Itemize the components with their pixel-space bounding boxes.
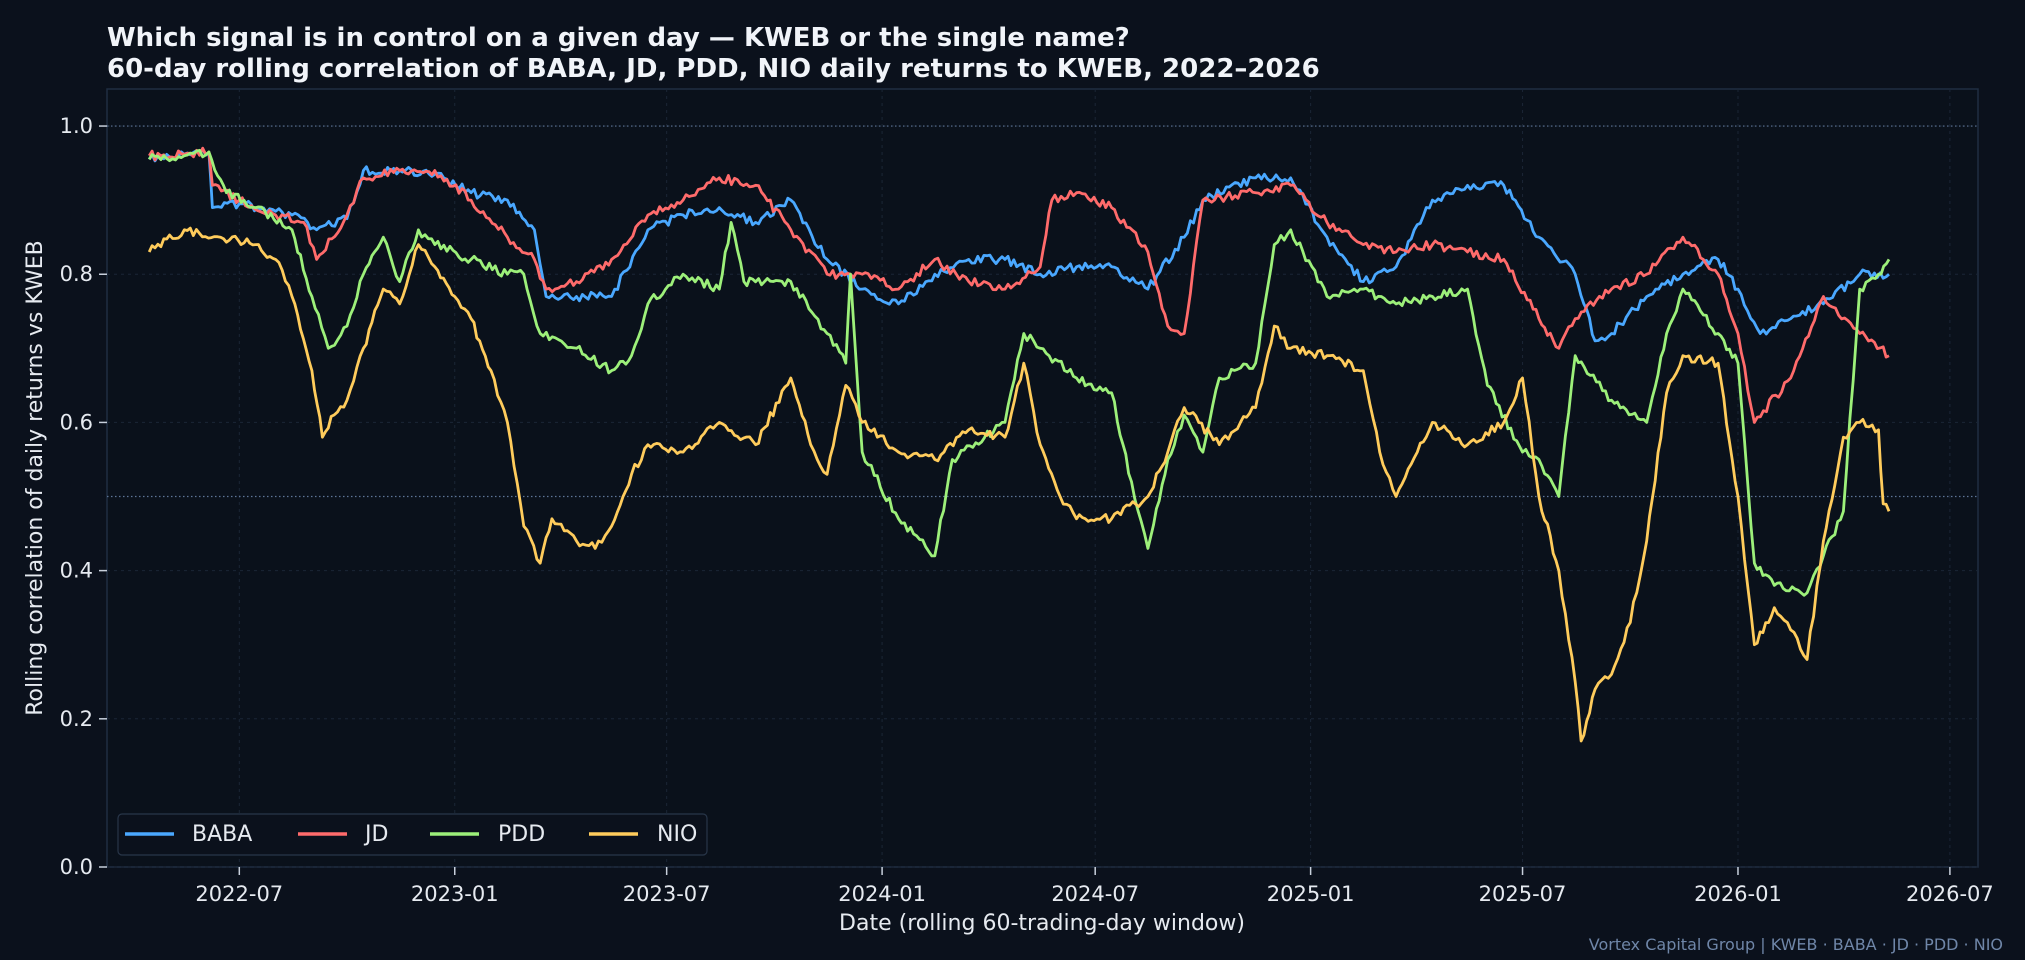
x-tick-label: 2022-07 (195, 882, 283, 906)
legend-box (117, 813, 708, 856)
series-line-jd (148, 146, 1890, 424)
y-tick-label: 1.0 (60, 114, 93, 138)
x-axis: 2022-07 2023-01 2023-07 2024-01 2024-07 2025-… (195, 867, 1994, 906)
legend-label-nio: NIO (657, 822, 697, 847)
chart-title: Which signal is in control on a given da… (107, 23, 1130, 53)
x-axis-label: Date (rolling 60-trading-day window) (839, 911, 1245, 936)
y-tick-label: 0.2 (60, 707, 93, 731)
x-tick-label: 2026-01 (1694, 882, 1782, 906)
x-tick-label: 2025-07 (1479, 882, 1567, 906)
x-tick-label: 2024-01 (838, 882, 926, 906)
footer-credit: Vortex Capital Group | KWEB · BABA · JD … (1589, 935, 2003, 954)
series-line-nio (147, 226, 1891, 743)
chart-subtitle: 60-day rolling correlation of BABA, JD, … (107, 54, 1320, 84)
y-tick-label: 0.0 (60, 855, 93, 879)
series-line-pdd (148, 148, 1891, 597)
y-axis: 0.0 0.2 0.4 0.6 0.8 1.0 (60, 114, 107, 879)
legend: BABA JD PDD NIO (117, 813, 708, 856)
x-tick-label: 2023-07 (623, 882, 711, 906)
y-tick-label: 0.6 (60, 410, 93, 434)
legend-label-pdd: PDD (498, 822, 545, 847)
y-tick-label: 0.4 (60, 559, 93, 583)
x-tick-label: 2023-01 (411, 882, 499, 906)
series-layer (147, 146, 1891, 743)
y-tick-label: 0.8 (60, 262, 93, 286)
x-tick-label: 2024-07 (1051, 882, 1139, 906)
series-line-baba (147, 148, 1890, 343)
y-axis-label: Rolling correlation of daily returns vs … (23, 240, 48, 716)
legend-label-jd: JD (363, 822, 388, 847)
x-tick-label: 2025-01 (1267, 882, 1355, 906)
legend-label-baba: BABA (192, 822, 252, 847)
plot-area (106, 88, 1979, 868)
x-tick-label: 2026-07 (1906, 882, 1994, 906)
